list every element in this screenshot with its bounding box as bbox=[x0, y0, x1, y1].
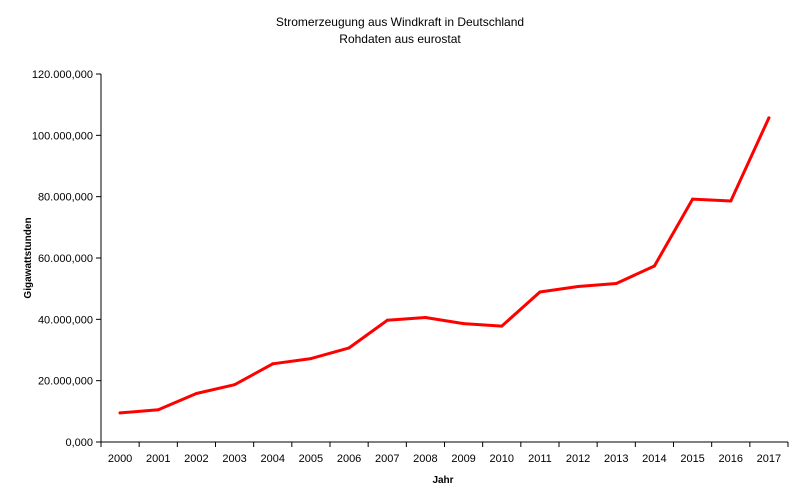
x-tick-label: 2002 bbox=[184, 453, 208, 465]
chart-title: Stromerzeugung aus Windkraft in Deutschl… bbox=[276, 15, 524, 29]
data-point bbox=[538, 290, 542, 294]
x-tick-label: 2008 bbox=[413, 453, 437, 465]
x-tick-label: 2009 bbox=[451, 453, 475, 465]
data-point bbox=[423, 315, 427, 319]
data-point bbox=[271, 362, 275, 366]
x-tick-label: 2006 bbox=[337, 453, 361, 465]
x-axis-label: Jahr bbox=[432, 475, 453, 486]
x-tick-label: 2011 bbox=[528, 453, 552, 465]
x-tick-label: 2015 bbox=[680, 453, 704, 465]
data-point bbox=[156, 408, 160, 412]
y-axis-ticks: 0,000 20.000,000 40.000,000 60.000,000 80.00… bbox=[32, 69, 101, 449]
x-tick-label: 2012 bbox=[566, 453, 590, 465]
series-line bbox=[118, 116, 771, 415]
x-tick-label: 2014 bbox=[642, 453, 666, 465]
x-tick-label: 2003 bbox=[222, 453, 246, 465]
x-tick-label: 2010 bbox=[490, 453, 514, 465]
data-point bbox=[576, 285, 580, 289]
data-point bbox=[233, 383, 237, 387]
data-point bbox=[194, 392, 198, 396]
data-point bbox=[652, 264, 656, 268]
x-axis-ticks: 2000 2001 2002 2003 2004 2005 2006 2007 2008 2009… bbox=[100, 442, 789, 465]
data-point bbox=[462, 322, 466, 326]
data-point bbox=[729, 199, 733, 203]
data-point bbox=[614, 281, 618, 285]
x-tick-label: 2016 bbox=[719, 453, 743, 465]
data-point bbox=[347, 346, 351, 350]
data-point bbox=[309, 357, 313, 361]
x-tick-label: 2004 bbox=[261, 453, 285, 465]
x-tick-label: 2000 bbox=[108, 453, 132, 465]
data-point bbox=[118, 411, 122, 415]
y-tick-label: 60.000,000 bbox=[38, 253, 93, 265]
x-tick-label: 2001 bbox=[146, 453, 170, 465]
data-point bbox=[767, 116, 771, 120]
x-tick-label: 2005 bbox=[299, 453, 323, 465]
y-tick-label: 120.000,000 bbox=[32, 69, 93, 81]
y-tick-label: 100.000,000 bbox=[32, 130, 93, 142]
y-tick-label: 40.000,000 bbox=[38, 314, 93, 326]
y-tick-label: 20.000,000 bbox=[38, 376, 93, 388]
x-tick-label: 2007 bbox=[375, 453, 399, 465]
data-point bbox=[385, 318, 389, 322]
y-axis-label: Gigawattstunden bbox=[23, 217, 34, 298]
y-tick-label: 80.000,000 bbox=[38, 192, 93, 204]
x-tick-label: 2013 bbox=[604, 453, 628, 465]
data-point bbox=[691, 197, 695, 201]
chart-subtitle: Rohdaten aus eurostat bbox=[339, 32, 461, 46]
data-point bbox=[500, 324, 504, 328]
series-group bbox=[118, 116, 771, 415]
y-tick-label: 0,000 bbox=[65, 437, 93, 449]
x-tick-label: 2017 bbox=[757, 453, 781, 465]
